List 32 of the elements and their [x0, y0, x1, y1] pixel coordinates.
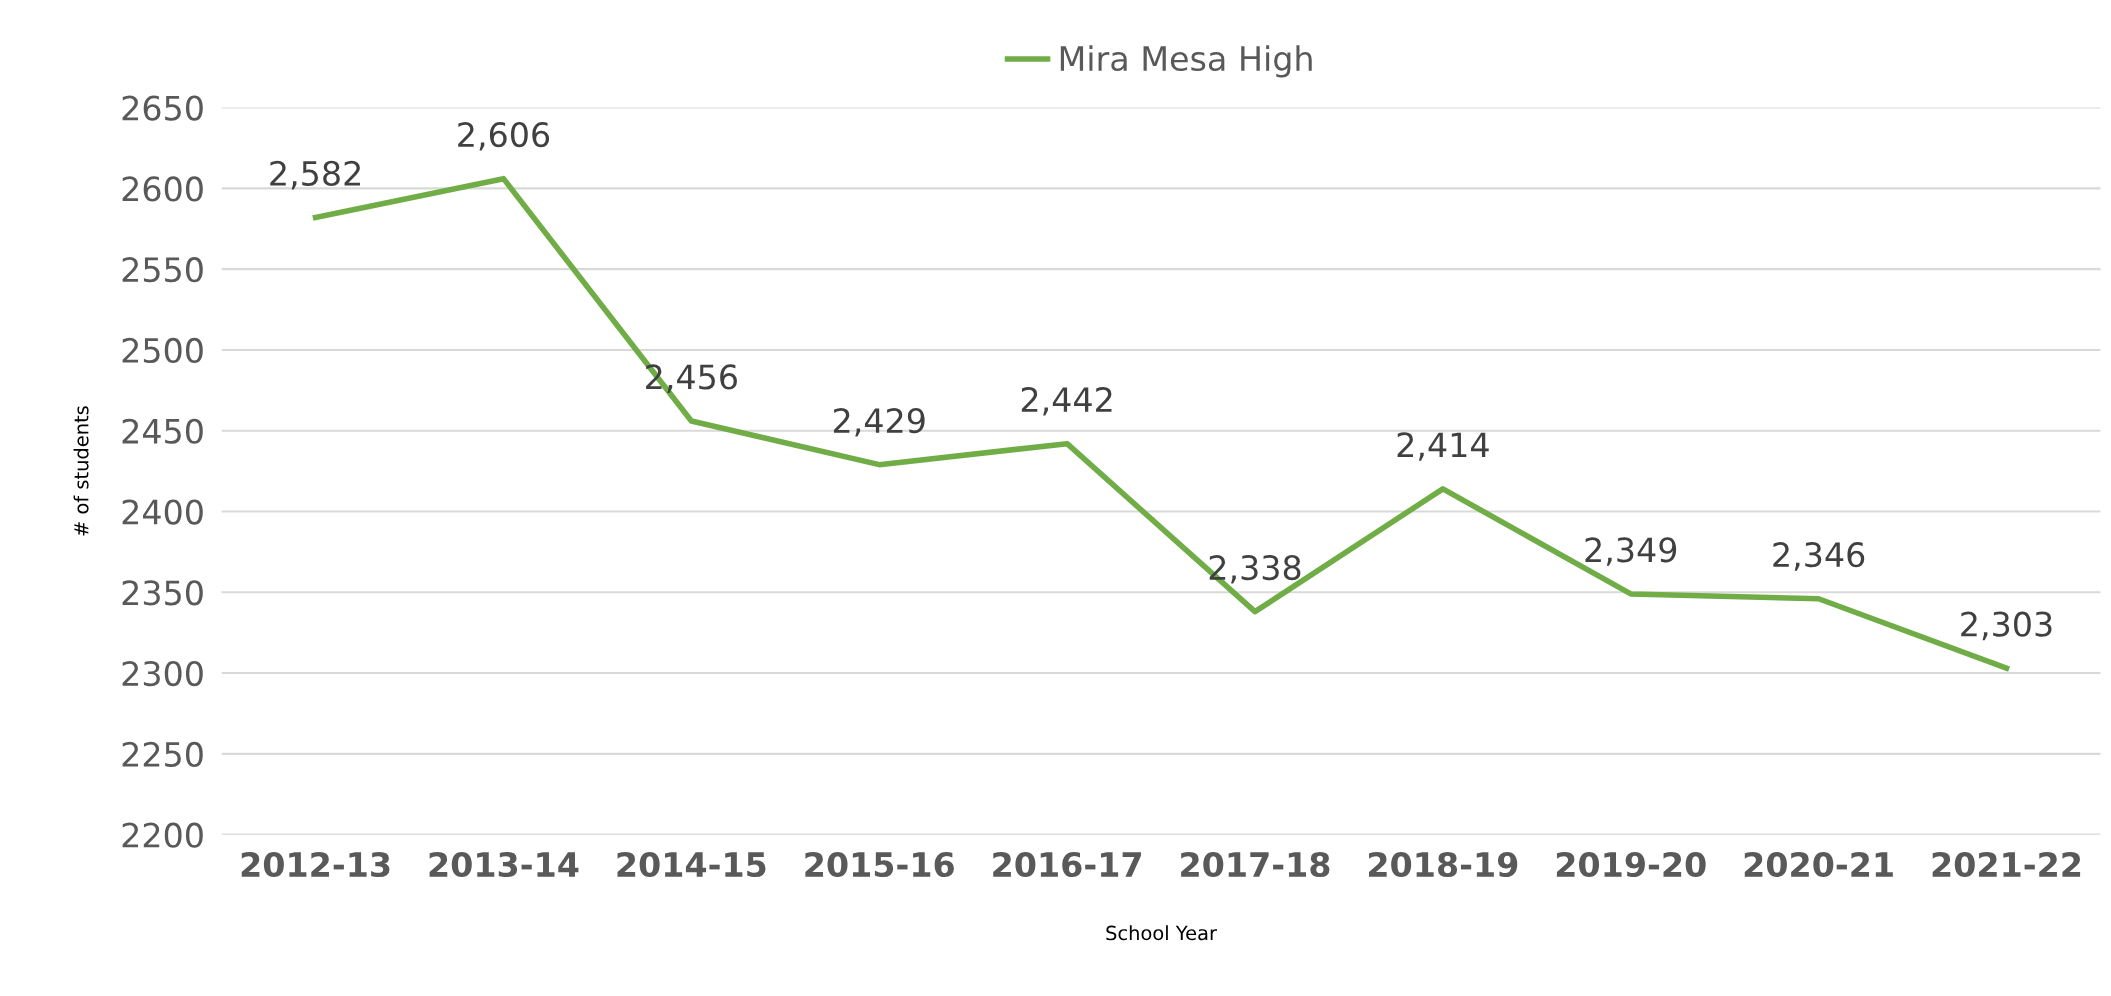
x-tick-label: 2019-20: [1556, 851, 1706, 878]
x-tick-label: 2018-19: [1369, 851, 1518, 878]
x-tick-label: 2013-14: [429, 851, 579, 878]
x-tick-label: 2014-15: [617, 851, 766, 878]
data-label: 2,349: [1585, 537, 1677, 566]
y-tick-label: 2600: [122, 176, 203, 202]
x-tick-label: 2012-13: [241, 851, 390, 878]
data-label: 2,582: [270, 160, 360, 190]
data-label: 2,303: [1961, 611, 2052, 641]
x-tick-label: 2017-18: [1181, 851, 1330, 878]
y-tick-label: 2550: [122, 257, 203, 283]
x-axis-title: School Year: [1106, 925, 1217, 941]
data-label: 2,429: [833, 407, 925, 437]
data-label: 2,414: [1397, 432, 1489, 461]
data-label: 2,338: [1209, 555, 1301, 584]
y-tick-label: 2650: [122, 95, 203, 121]
y-tick-label: 2350: [122, 580, 203, 606]
y-tick-label: 2200: [122, 822, 203, 848]
y-tick-label: 2250: [122, 741, 203, 767]
data-label: 2,606: [458, 121, 550, 151]
x-tick-label: 2020-21: [1744, 851, 1893, 878]
legend-label: Mira Mesa High: [1060, 45, 1312, 78]
data-label: 2,442: [1021, 386, 1112, 416]
x-tick-label: 2016-17: [993, 851, 1141, 878]
y-axis-title: # of students: [73, 406, 89, 536]
y-tick-label: 2500: [122, 337, 203, 364]
y-tick-label: 2400: [122, 499, 203, 525]
data-label: 2,346: [1773, 542, 1865, 571]
x-tick-label: 2015-16: [805, 851, 954, 878]
y-tick-label: 2450: [122, 418, 203, 444]
y-tick-label: 2300: [122, 661, 203, 687]
x-tick-label: 2021-22: [1932, 851, 2081, 878]
